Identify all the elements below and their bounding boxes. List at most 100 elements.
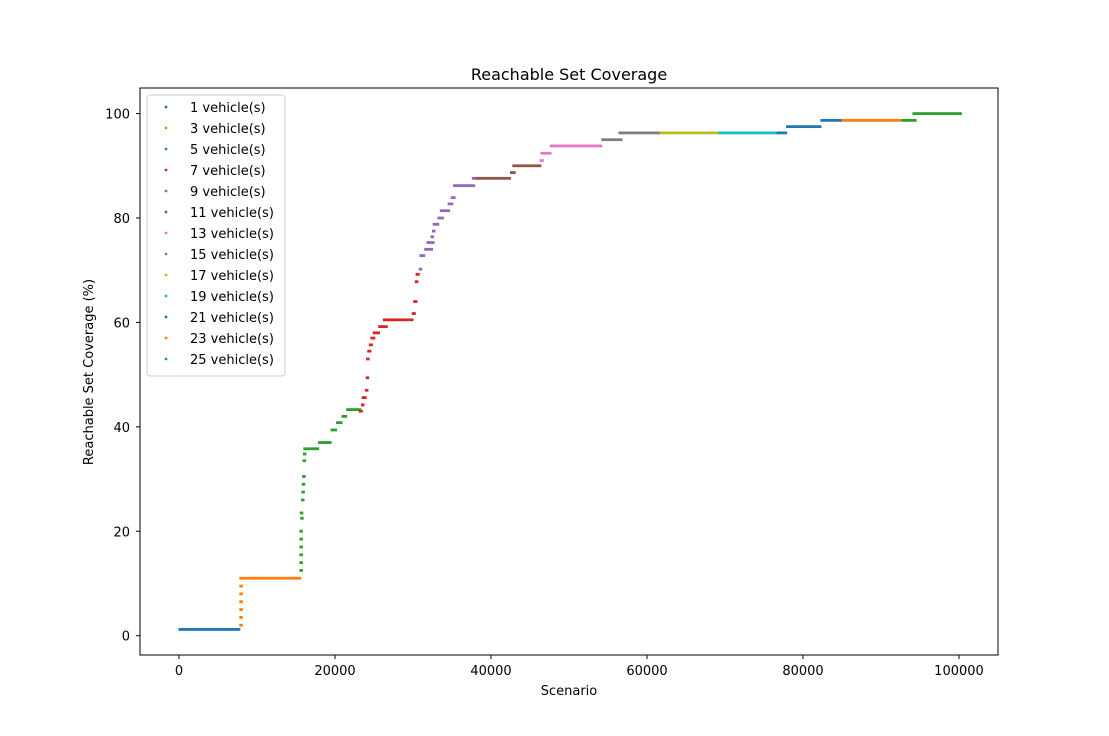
- legend-marker: [164, 336, 168, 340]
- y-tick-label: 0: [122, 630, 130, 645]
- data-point: [901, 118, 917, 122]
- data-point: [549, 144, 603, 148]
- legend-label: 7 vehicle(s): [190, 164, 266, 179]
- data-point: [346, 408, 362, 412]
- x-tick-label: 40000: [470, 664, 511, 679]
- series-2: [239, 576, 302, 627]
- data-point: [372, 331, 380, 335]
- legend-marker: [164, 189, 168, 193]
- data-point: [659, 131, 720, 135]
- y-tick-label: 20: [113, 525, 130, 540]
- series-4: [358, 272, 420, 413]
- legend-item: 9 vehicle(s): [164, 185, 266, 200]
- legend-item: 17 vehicle(s): [164, 269, 274, 284]
- data-point: [341, 415, 348, 418]
- data-point: [430, 235, 434, 239]
- legend-label: 21 vehicle(s): [190, 311, 274, 326]
- data-point: [358, 409, 363, 413]
- data-point: [618, 131, 661, 135]
- series-8: [601, 131, 661, 142]
- legend-marker: [164, 210, 168, 214]
- x-tick-label: 80000: [782, 664, 823, 679]
- data-point: [382, 318, 414, 322]
- y-tick-label: 60: [113, 316, 130, 331]
- data-point: [776, 131, 788, 135]
- data-point: [426, 241, 435, 244]
- data-point: [300, 498, 305, 502]
- legend-label: 13 vehicle(s): [190, 227, 274, 242]
- chart-title: Reachable Set Coverage: [471, 65, 667, 84]
- data-point: [361, 396, 367, 399]
- legend-item: 5 vehicle(s): [164, 143, 266, 158]
- legend-item: 23 vehicle(s): [164, 332, 274, 347]
- legend-label: 1 vehicle(s): [190, 101, 266, 116]
- y-axis-label: Reachable Set Coverage (%): [82, 279, 97, 465]
- data-point: [336, 421, 343, 425]
- data-point: [365, 376, 370, 380]
- legend-label: 23 vehicle(s): [190, 332, 274, 347]
- legend-item: 7 vehicle(s): [164, 164, 266, 179]
- data-point: [366, 357, 370, 361]
- data-point: [419, 254, 426, 257]
- data-point: [239, 576, 302, 580]
- series-1: [178, 628, 241, 631]
- data-point: [239, 623, 243, 627]
- data-point: [364, 388, 369, 392]
- data-point: [239, 584, 243, 588]
- legend-marker: [164, 126, 168, 130]
- data-point: [361, 403, 365, 407]
- data-point: [300, 516, 304, 520]
- data-point: [302, 475, 306, 478]
- legend-item: 11 vehicle(s): [164, 206, 274, 221]
- legend-item: 15 vehicle(s): [164, 248, 274, 263]
- legend-item: 13 vehicle(s): [164, 227, 274, 242]
- x-axis-label: Scenario: [541, 684, 598, 699]
- data-point: [414, 280, 419, 284]
- legend-marker: [164, 168, 168, 172]
- series-11: [776, 118, 843, 135]
- data-point: [512, 164, 542, 168]
- data-point: [239, 616, 243, 619]
- series-13: [901, 112, 962, 122]
- data-point: [239, 592, 243, 596]
- legend-label: 3 vehicle(s): [190, 122, 266, 137]
- series-12: [841, 118, 903, 122]
- data-point: [378, 325, 388, 328]
- y-tick-label: 40: [113, 421, 130, 436]
- data-point: [437, 216, 444, 220]
- data-point: [471, 176, 478, 180]
- data-point: [302, 452, 307, 456]
- legend-marker: [164, 252, 168, 256]
- data-point: [239, 608, 243, 611]
- legend-marker: [164, 147, 168, 151]
- legend-label: 9 vehicle(s): [190, 185, 266, 200]
- data-point: [299, 561, 303, 564]
- data-point: [303, 447, 320, 451]
- data-point: [367, 349, 372, 353]
- data-point: [540, 151, 552, 155]
- plot-area: [178, 112, 962, 631]
- data-point: [368, 343, 373, 347]
- data-point: [418, 267, 423, 271]
- data-point: [820, 118, 843, 122]
- data-point: [299, 511, 304, 515]
- legend-marker: [164, 315, 168, 319]
- legend-label: 5 vehicle(s): [190, 143, 266, 158]
- legend-label: 25 vehicle(s): [190, 353, 274, 368]
- data-point: [299, 553, 303, 557]
- legend-label: 11 vehicle(s): [190, 206, 274, 221]
- series-7: [539, 144, 603, 162]
- data-point: [539, 159, 544, 162]
- series-10: [718, 131, 778, 135]
- data-point: [318, 441, 332, 444]
- data-point: [302, 459, 307, 463]
- data-point: [370, 336, 376, 340]
- legend-item: 21 vehicle(s): [164, 311, 274, 326]
- legend-box: [146, 94, 286, 377]
- data-point: [330, 428, 338, 432]
- y-axis: 0 20 40 60 80 100: [105, 108, 140, 645]
- data-point: [301, 482, 306, 486]
- data-point: [718, 131, 778, 135]
- legend: 1 vehicle(s) 3 vehicle(s) 5 vehicle(s) 7 ve…: [146, 94, 286, 377]
- data-point: [299, 569, 303, 572]
